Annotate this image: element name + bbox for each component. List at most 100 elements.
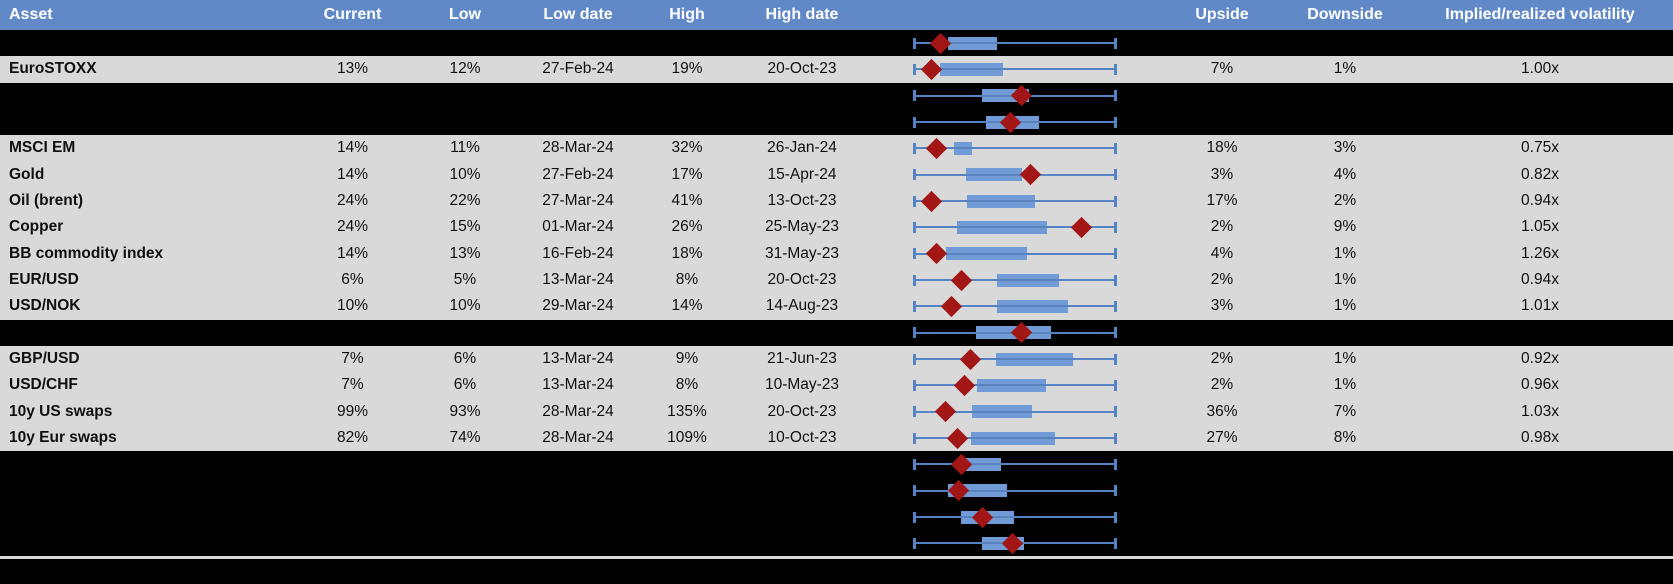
cell-high[interactable]: 8% <box>675 270 699 288</box>
cell-high[interactable]: 17% <box>671 165 703 183</box>
cell-high-date[interactable]: 20-Oct-23 <box>767 270 837 288</box>
cell-iv[interactable]: 0.96x <box>1521 376 1559 394</box>
table-row[interactable]: EUR/USD 6% 5% 13-Mar-24 8% 20-Oct-23 2% 1% 0.94x <box>0 266 1673 294</box>
cell-low[interactable]: 12% <box>449 60 481 78</box>
cell-high-date[interactable]: 15-Apr-24 <box>767 165 837 183</box>
cell-downside[interactable]: 2% <box>1333 191 1357 209</box>
cell-low-date[interactable]: 16-Feb-24 <box>542 244 614 262</box>
cell-low-date[interactable]: 29-Mar-24 <box>542 297 614 315</box>
table-row[interactable]: Oil (brent) 24% 22% 27-Mar-24 41% 13-Oct-23 17… <box>0 187 1673 215</box>
cell-high[interactable]: 19% <box>671 60 703 78</box>
column-header-low-date[interactable]: Low date <box>543 6 613 23</box>
cell-current[interactable]: 82% <box>336 428 369 446</box>
cell-low-date[interactable]: 27-Mar-24 <box>542 191 614 209</box>
table-row[interactable]: Gold 14% 10% 27-Feb-24 17% 15-Apr-24 3% 4% 0.82x <box>0 161 1673 188</box>
cell-upside[interactable]: 2% <box>1210 270 1234 288</box>
cell-iv[interactable]: 1.00x <box>1521 60 1559 78</box>
cell-low[interactable]: 5% <box>453 270 477 288</box>
table-row[interactable]: MSCI EM 14% 11% 28-Mar-24 32% 26-Jan-24 18% 3% 0… <box>0 135 1673 162</box>
cell-iv[interactable]: 0.98x <box>1521 428 1559 446</box>
cell-asset[interactable]: EuroSTOXX <box>9 60 97 78</box>
cell-downside[interactable]: 1% <box>1333 376 1357 394</box>
cell-downside[interactable]: 1% <box>1333 297 1357 315</box>
cell-downside[interactable]: 8% <box>1333 428 1357 446</box>
cell-iv[interactable]: 1.03x <box>1521 402 1559 420</box>
column-header-downside[interactable]: Downside <box>1307 6 1383 23</box>
cell-high[interactable]: 14% <box>671 297 703 315</box>
column-header-high-date[interactable]: High date <box>765 6 839 23</box>
cell-upside[interactable]: 2% <box>1210 349 1234 367</box>
cell-downside[interactable]: 1% <box>1333 244 1357 262</box>
cell-high[interactable]: 9% <box>675 349 699 367</box>
cell-iv[interactable]: 0.94x <box>1521 270 1559 288</box>
cell-high-date[interactable]: 20-Oct-23 <box>767 402 837 420</box>
cell-asset[interactable]: EUR/USD <box>9 270 79 288</box>
cell-current[interactable]: 6% <box>341 270 364 288</box>
cell-asset[interactable]: USD/CHF <box>9 376 78 394</box>
cell-low[interactable]: 10% <box>449 165 481 183</box>
cell-high[interactable]: 41% <box>671 191 703 209</box>
cell-high[interactable]: 135% <box>667 402 707 420</box>
cell-downside[interactable]: 1% <box>1333 349 1357 367</box>
cell-high-date[interactable]: 25-May-23 <box>764 218 840 236</box>
cell-downside[interactable]: 1% <box>1333 270 1357 288</box>
cell-iv[interactable]: 1.01x <box>1521 297 1559 315</box>
cell-high-date[interactable]: 13-Oct-23 <box>767 191 837 209</box>
cell-current[interactable]: 14% <box>336 165 369 183</box>
table-row[interactable]: Copper 24% 15% 01-Mar-24 26% 25-May-23 2% 9% 1.0… <box>0 214 1673 241</box>
cell-downside[interactable]: 1% <box>1333 60 1357 78</box>
cell-high-date[interactable]: 10-May-23 <box>764 376 840 394</box>
column-header-high[interactable]: High <box>669 6 705 23</box>
cell-downside[interactable]: 9% <box>1333 218 1357 236</box>
cell-asset[interactable]: Oil (brent) <box>9 191 84 209</box>
cell-low-date[interactable]: 27-Feb-24 <box>542 60 614 78</box>
cell-downside[interactable]: 3% <box>1333 139 1357 157</box>
cell-upside[interactable]: 36% <box>1206 402 1238 420</box>
cell-low[interactable]: 13% <box>449 244 481 262</box>
cell-high[interactable]: 8% <box>675 376 699 394</box>
cell-asset[interactable]: MSCI EM <box>9 139 76 157</box>
column-header-upside[interactable]: Upside <box>1195 6 1249 23</box>
cell-iv[interactable]: 1.26x <box>1521 244 1559 262</box>
cell-low[interactable]: 22% <box>449 191 481 209</box>
cell-asset[interactable]: Gold <box>9 165 45 183</box>
cell-current[interactable]: 24% <box>336 191 369 209</box>
cell-low[interactable]: 93% <box>449 402 481 420</box>
cell-low-date[interactable]: 13-Mar-24 <box>542 270 614 288</box>
cell-current[interactable]: 7% <box>341 349 364 367</box>
cell-asset[interactable]: 10y Eur swaps <box>9 428 117 446</box>
cell-high-date[interactable]: 31-May-23 <box>764 244 840 262</box>
cell-high[interactable]: 32% <box>671 139 703 157</box>
cell-asset[interactable]: 10y US swaps <box>9 402 113 420</box>
cell-high-date[interactable]: 14-Aug-23 <box>765 297 839 315</box>
cell-low[interactable]: 6% <box>453 376 477 394</box>
cell-low-date[interactable]: 27-Feb-24 <box>542 165 614 183</box>
cell-current[interactable]: 14% <box>336 139 369 157</box>
cell-downside[interactable]: 4% <box>1333 165 1357 183</box>
cell-upside[interactable]: 3% <box>1210 165 1234 183</box>
cell-current[interactable]: 13% <box>336 60 369 78</box>
cell-downside[interactable]: 7% <box>1333 402 1357 420</box>
table-row[interactable]: 10y US swaps 99% 93% 28-Mar-24 135% 20-Oct-23… <box>0 398 1673 425</box>
cell-low-date[interactable]: 13-Mar-24 <box>542 376 614 394</box>
cell-low-date[interactable]: 28-Mar-24 <box>542 402 614 420</box>
cell-current[interactable]: 24% <box>336 218 369 236</box>
column-header-low[interactable]: Low <box>449 6 481 23</box>
cell-upside[interactable]: 17% <box>1206 191 1238 209</box>
cell-asset[interactable]: USD/NOK <box>9 297 81 315</box>
cell-low[interactable]: 6% <box>453 349 477 367</box>
table-row[interactable]: GBP/USD 7% 6% 13-Mar-24 9% 21-Jun-23 2% 1% 0.92x <box>0 345 1673 373</box>
cell-current[interactable]: 10% <box>336 297 369 315</box>
cell-current[interactable]: 14% <box>336 244 369 262</box>
column-header-current[interactable]: Current <box>323 6 382 23</box>
cell-high-date[interactable]: 26-Jan-24 <box>767 139 837 157</box>
cell-upside[interactable]: 27% <box>1206 428 1238 446</box>
cell-iv[interactable]: 0.92x <box>1521 349 1559 367</box>
table-row[interactable]: USD/NOK 10% 10% 29-Mar-24 14% 14-Aug-23 3% 1% 1.… <box>0 293 1673 320</box>
cell-high-date[interactable]: 20-Oct-23 <box>767 60 837 78</box>
cell-low-date[interactable]: 13-Mar-24 <box>542 349 614 367</box>
column-header-asset[interactable]: Asset <box>9 6 53 23</box>
cell-upside[interactable]: 3% <box>1210 297 1234 315</box>
cell-current[interactable]: 7% <box>341 376 364 394</box>
cell-iv[interactable]: 0.82x <box>1521 165 1559 183</box>
